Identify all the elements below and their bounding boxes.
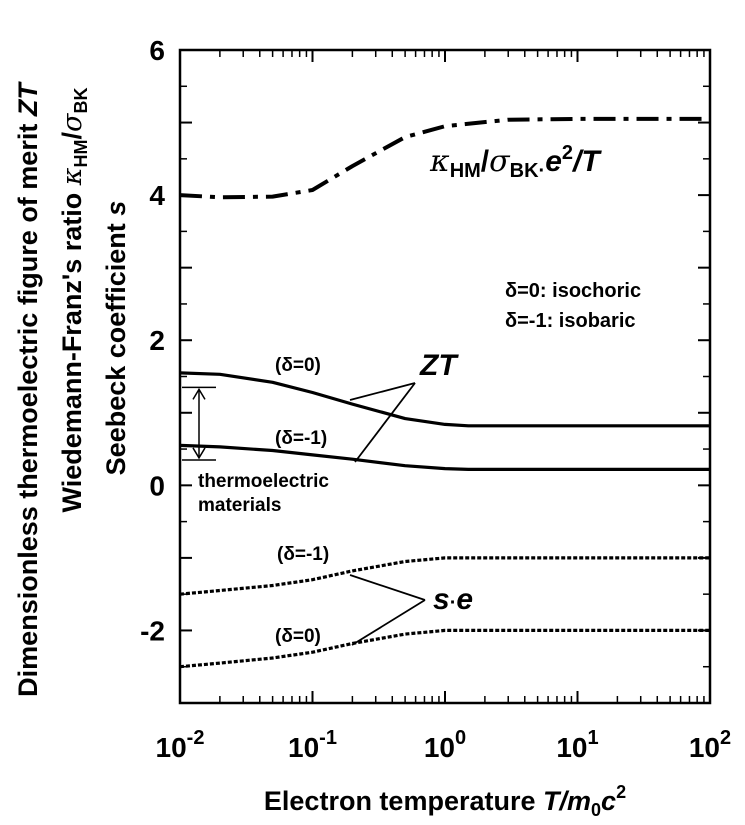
x-tick-labels: 10-2 10-1 100 101 102 xyxy=(156,727,732,763)
y-tick-labels: 6 4 2 0 -2 xyxy=(140,35,165,646)
y-tick-label: 6 xyxy=(149,35,165,66)
legend-isochoric: δ=0: isochoric xyxy=(505,280,641,302)
x-tick-label: 10-1 xyxy=(288,727,337,763)
series-line xyxy=(179,443,710,471)
y-axis-title-seebeck: Seebeck coefficient s xyxy=(101,201,131,476)
se-delta0-label: (δ=0) xyxy=(275,626,321,647)
y-tick-label: -2 xyxy=(140,615,165,646)
series-line xyxy=(179,628,710,669)
series-layer xyxy=(179,116,710,669)
series-line xyxy=(179,556,710,596)
wf-ratio-label: κHM/σBK·e2/T xyxy=(429,142,602,182)
zt-deltam1-label: (δ=-1) xyxy=(275,428,327,449)
zt-leader-2 xyxy=(354,382,416,463)
x-tick-label: 100 xyxy=(424,727,466,763)
y-axis-title-wf: Wiedemann-Franz's ratio κHM/σBK xyxy=(57,88,91,513)
y-tick-label: 0 xyxy=(149,470,165,501)
se-leader-2 xyxy=(351,599,426,646)
se-label: s·e xyxy=(433,583,473,616)
x-axis-title: Electron temperature T/m0c2 xyxy=(264,782,626,820)
x-tick-label: 102 xyxy=(689,727,731,763)
thermoelectric-band-marker xyxy=(182,386,216,461)
legend-isobaric: δ=-1: isobaric xyxy=(505,310,636,332)
te-materials-label-2: materials xyxy=(198,495,281,516)
zt-delta0-label: (δ=0) xyxy=(275,355,321,376)
se-deltam1-label: (δ=-1) xyxy=(277,544,329,565)
x-tick-label: 101 xyxy=(556,727,598,763)
te-materials-label-1: thermoelectric xyxy=(198,471,329,492)
zt-label: ZT xyxy=(419,349,459,382)
x-tick-label: 10-2 xyxy=(156,727,205,763)
y-axis-title-zt: Dimensionless thermoelectric figure of m… xyxy=(13,81,43,697)
zt-leader-1 xyxy=(349,382,416,401)
series-line xyxy=(179,371,710,428)
se-leader-1 xyxy=(349,574,426,601)
y-tick-label: 2 xyxy=(149,325,165,356)
axis-ticks xyxy=(179,49,711,704)
y-tick-label: 4 xyxy=(149,180,165,211)
